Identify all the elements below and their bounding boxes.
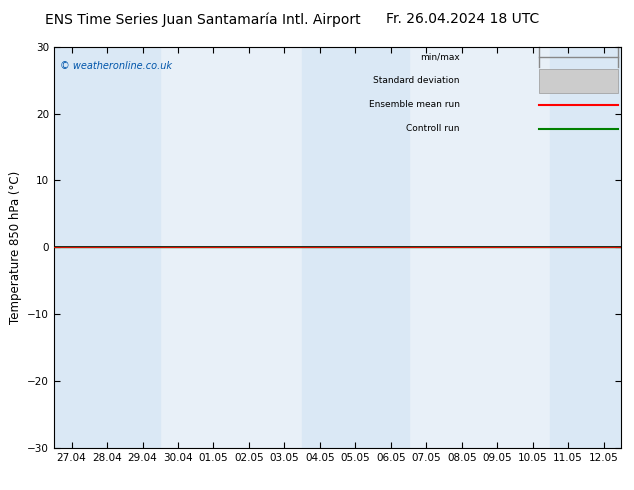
Text: Standard deviation: Standard deviation [373,76,460,85]
Text: min/max: min/max [420,52,460,61]
Y-axis label: Temperature 850 hPa (°C): Temperature 850 hPa (°C) [9,171,22,324]
Bar [586,47,621,448]
Text: Fr. 26.04.2024 18 UTC: Fr. 26.04.2024 18 UTC [386,12,540,26]
Text: ENS Time Series Juan Santamaría Intl. Airport: ENS Time Series Juan Santamaría Intl. Ai… [45,12,361,27]
Text: © weatheronline.co.uk: © weatheronline.co.uk [60,61,172,71]
Bar [373,47,408,448]
Text: Controll run: Controll run [406,124,460,133]
Bar [539,69,619,93]
Bar [89,47,125,448]
Bar [54,47,89,448]
Bar [302,47,337,448]
Bar [550,47,586,448]
Bar [125,47,160,448]
Bar [337,47,373,448]
Text: Ensemble mean run: Ensemble mean run [368,100,460,109]
